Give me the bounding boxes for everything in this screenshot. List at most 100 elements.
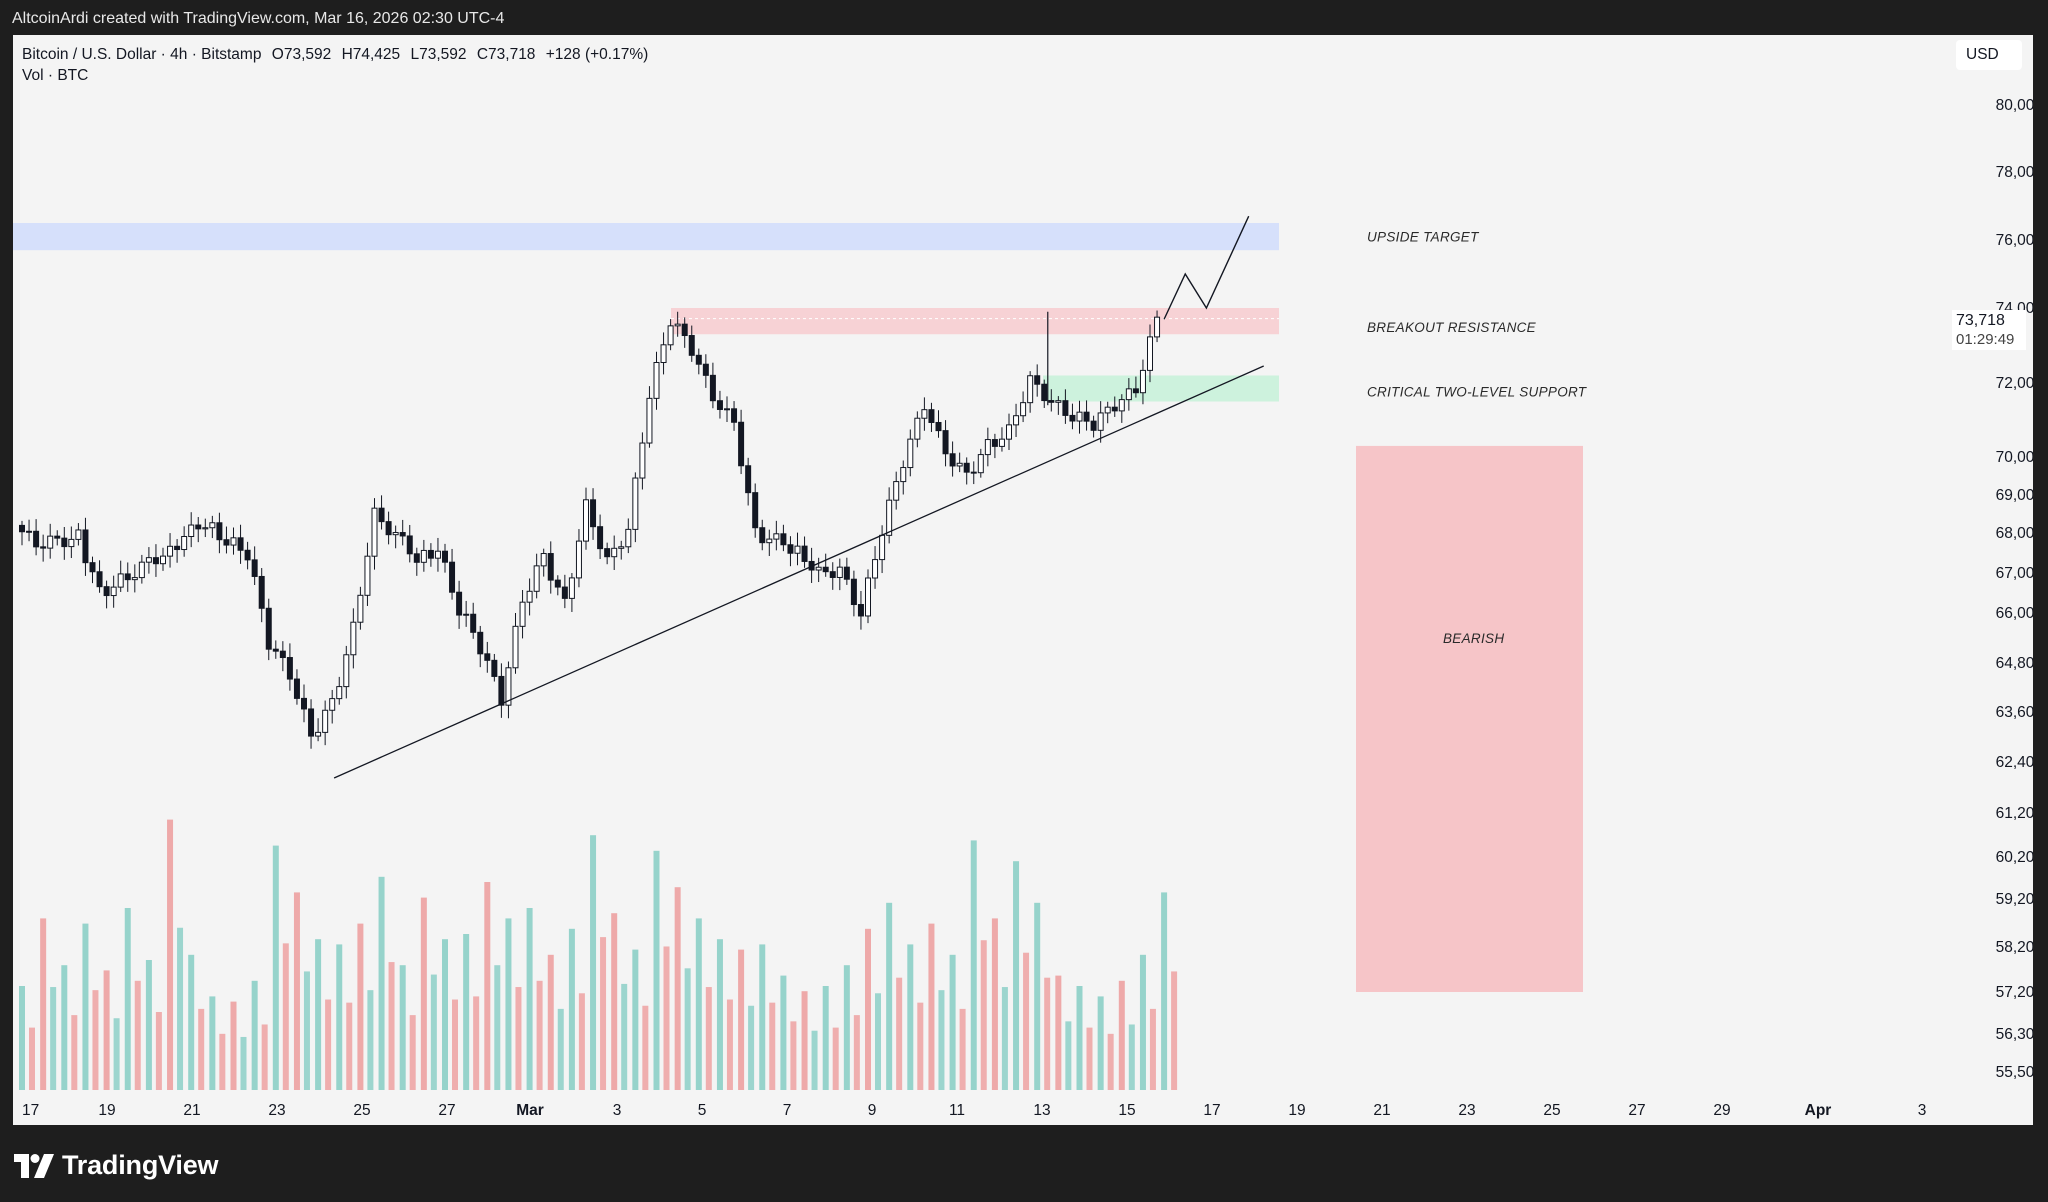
candle-up: [568, 577, 575, 599]
volume-bar: [1097, 996, 1104, 1090]
candle-up: [653, 362, 660, 399]
candle-down: [427, 549, 434, 559]
candle-down: [688, 335, 695, 356]
candle-down: [780, 533, 787, 546]
time-tick-label: 17: [22, 1102, 39, 1119]
volume-bar: [1118, 980, 1125, 1090]
candle-down: [942, 430, 949, 455]
volume-bar: [738, 949, 745, 1090]
candle-up: [209, 522, 216, 529]
candle-up: [110, 586, 117, 597]
candle-up: [815, 566, 822, 571]
volume-bar: [124, 908, 131, 1090]
volume-bar: [494, 965, 501, 1090]
volume-bar: [484, 882, 491, 1090]
candle-down: [406, 535, 413, 555]
chart-panel[interactable]: [13, 35, 2033, 1125]
low-value: L73,592: [410, 46, 467, 63]
volume-bar: [452, 999, 458, 1090]
volume-bar: [759, 944, 766, 1090]
candle-up: [1125, 388, 1132, 401]
volume-bar: [653, 850, 660, 1090]
zone-upside-target: [13, 223, 1279, 251]
candle-up: [674, 323, 681, 327]
volume-bar: [1149, 1008, 1156, 1090]
breakout-resistance-label: BREAKOUT RESISTANCE: [1367, 320, 1537, 335]
candle-down: [935, 421, 942, 432]
candle-up: [794, 545, 801, 554]
candle-down: [963, 462, 970, 473]
candle-down: [759, 527, 766, 544]
volume-bar: [198, 1008, 205, 1090]
candle-down: [752, 492, 759, 529]
volume-bar: [1044, 977, 1051, 1090]
volume-bar: [293, 892, 300, 1090]
candle-down: [970, 471, 977, 474]
ascending-trendline: [333, 365, 1264, 779]
candle-up: [160, 555, 166, 565]
open-value: O73,592: [271, 46, 332, 63]
price-chart[interactable]: UPSIDE TARGET BREAKOUT RESISTANCE CRITICAL…: [13, 35, 2033, 1125]
candle-up: [660, 344, 667, 364]
volume-bar: [980, 940, 987, 1090]
candle-up: [1013, 415, 1020, 426]
price-tick-label: 70,000: [1996, 449, 2033, 466]
candle-up: [914, 417, 921, 440]
candle-up: [26, 530, 33, 533]
volume-bar: [442, 939, 448, 1090]
candle-down: [195, 524, 202, 530]
candle-up: [1139, 369, 1146, 394]
candle-down: [279, 650, 286, 659]
candle-down: [829, 571, 836, 578]
tradingview-logo[interactable]: TradingView: [14, 1150, 219, 1181]
candle-up: [519, 601, 526, 627]
candle-up: [315, 731, 322, 737]
volume-bar: [547, 954, 554, 1090]
candle-up: [1097, 412, 1104, 431]
candle-up: [526, 590, 533, 603]
candle-down: [491, 659, 498, 677]
symbol-legend[interactable]: Bitcoin / U.S. Dollar · 4h · Bitstamp O7…: [22, 44, 648, 86]
volume-bar: [1034, 902, 1041, 1090]
candle-up: [357, 594, 364, 623]
candle-down: [1083, 411, 1090, 422]
volume-bar: [272, 845, 279, 1090]
candle-up: [611, 547, 618, 558]
candle-down: [223, 539, 230, 546]
volume-bar: [473, 996, 480, 1090]
candle-up: [533, 565, 540, 592]
volume-bar: [1055, 975, 1062, 1090]
candle-up: [75, 529, 82, 540]
volume-bar: [505, 918, 512, 1090]
volume-bar: [1139, 954, 1146, 1090]
candle-up: [131, 577, 138, 581]
price-tick-label: 67,000: [1996, 565, 2033, 582]
volume-bar: [536, 980, 543, 1090]
volume-bar: [346, 1002, 353, 1090]
price-tick-label: 80,000: [1996, 97, 2033, 114]
volume-bar: [167, 819, 174, 1090]
price-axis: 80,00078,00076,00074,00072,00070,00069,0…: [1996, 97, 2033, 1081]
time-tick-label: 17: [1203, 1102, 1220, 1119]
time-tick-label: 3: [613, 1102, 622, 1119]
price-tick-label: 56,300: [1996, 1026, 2033, 1043]
candle-down: [61, 537, 68, 548]
currency-button[interactable]: USD: [1956, 40, 2022, 70]
time-tick-label: Mar: [516, 1102, 544, 1119]
volume-bar: [219, 1033, 226, 1090]
volume-bar: [632, 949, 639, 1090]
volume-bar: [748, 1005, 755, 1090]
price-tick-label: 69,000: [1996, 487, 2033, 504]
candle-up: [1147, 336, 1153, 371]
volume-legend[interactable]: Vol · BTC: [22, 67, 89, 84]
candle-down: [604, 548, 611, 558]
tradingview-logo-icon: [14, 1153, 54, 1178]
volume-bar: [336, 944, 343, 1090]
symbol-title[interactable]: Bitcoin / U.S. Dollar · 4h · Bitstamp: [22, 46, 262, 63]
candle-down: [590, 499, 597, 528]
volume-bar: [315, 939, 322, 1090]
candle-up: [907, 438, 914, 469]
volume-bar: [526, 908, 533, 1090]
candle-down: [89, 562, 96, 573]
candle-up: [350, 621, 357, 656]
